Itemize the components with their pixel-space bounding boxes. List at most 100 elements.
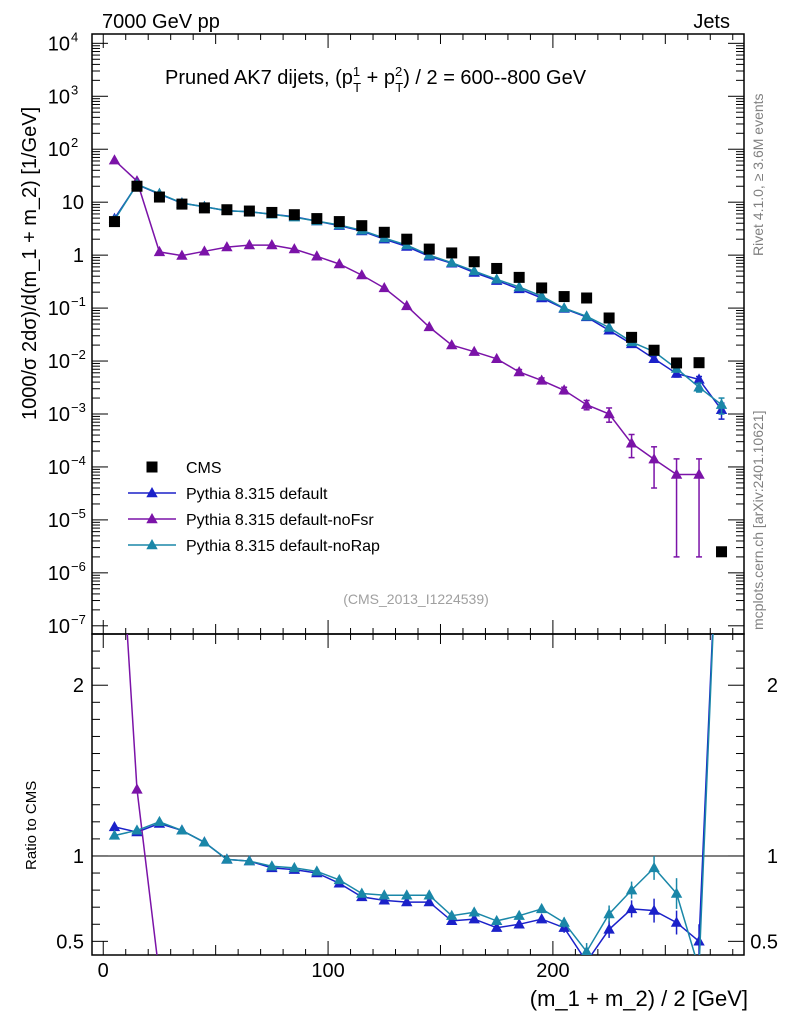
ratio-y-tick-label: 1 [73, 846, 84, 868]
marker-noRap [580, 310, 593, 321]
marker-noFsr [266, 239, 278, 250]
legend-marker [146, 513, 158, 524]
marker-noFsr [198, 245, 211, 256]
ratio-marker-noRap [581, 945, 592, 955]
ratio-marker-noRap [558, 916, 570, 927]
cms-marker [288, 209, 300, 221]
marker-noFsr [558, 384, 570, 395]
ratio-marker-default [693, 935, 705, 946]
marker-noFsr [490, 352, 503, 364]
ratio-marker-default [423, 896, 435, 907]
cms-marker [513, 271, 525, 283]
marker-noFsr [288, 243, 301, 254]
legend-marker [146, 539, 158, 550]
marker-noFsr [423, 320, 435, 332]
ratio-marker-noRap [490, 914, 503, 926]
y-tick-exponent: −7 [71, 612, 86, 627]
cms-marker [311, 213, 323, 225]
xlabel: (m_1 + m_2) / 2 [GeV] [530, 986, 748, 1011]
series-default [108, 178, 728, 420]
ratio-marker-noRap [311, 865, 323, 876]
marker-noRap [513, 281, 525, 292]
marker-noFsr [243, 239, 256, 250]
ratio-line-noRap [114, 634, 714, 955]
cms-marker [108, 216, 120, 228]
legend-label-default: Pythia 8.315 default [186, 486, 328, 503]
ratio-marker-noRap [535, 902, 548, 914]
legend-cms-marker [146, 461, 158, 473]
cms-marker [333, 216, 345, 228]
ratio-y-tick-label-right: 2 [767, 675, 778, 697]
ratio-line-default [114, 634, 714, 955]
marker-noFsr [356, 269, 368, 280]
ratio-marker-noRap [131, 824, 143, 835]
marker-noFsr [176, 249, 188, 260]
ratio-marker-noRap [108, 829, 121, 840]
analysis-watermark: (CMS_2013_I1224539) [343, 591, 489, 607]
cms-marker [131, 180, 143, 192]
ratio-marker-noRap [176, 824, 188, 835]
marker-noFsr [401, 299, 413, 311]
series-line-default [113, 183, 723, 411]
marker-noFsr [333, 258, 346, 269]
title-sup-1: 1 [353, 64, 360, 79]
marker-noRap [715, 398, 728, 409]
marker-noFsr [535, 374, 548, 385]
marker-noFsr [468, 345, 480, 356]
marker-noRap [446, 256, 458, 267]
ratio-y-tick-label-right: 0.5 [750, 931, 778, 953]
ratio-marker-noRap [266, 860, 278, 871]
legend-label-noFsr: Pythia 8.315 default-noFsr [186, 512, 374, 529]
cms-marker [176, 198, 188, 210]
marker-noRap [693, 381, 705, 392]
ratio-series-noRap [108, 634, 714, 955]
series-noRap [108, 178, 728, 415]
ratio-y-tick-label: 0.5 [56, 931, 84, 953]
ratio-marker-default [625, 902, 638, 914]
ratio-series-noFsr [126, 634, 158, 955]
series-cms [108, 180, 728, 558]
y-tick-label: 10 [48, 563, 70, 585]
y-tick-label: 10 [48, 86, 70, 108]
y-tick-exponent: 3 [71, 82, 78, 97]
y-tick-exponent: −6 [71, 559, 86, 574]
y-tick-label: 10 [48, 404, 70, 426]
marker-noFsr [513, 366, 525, 377]
legend-label-noRap: Pythia 8.315 default-noRap [186, 538, 380, 555]
y-tick-label: 10 [62, 192, 84, 214]
ratio-marker-noRap [625, 884, 638, 895]
y-tick-exponent: −4 [71, 453, 86, 468]
legend-item-noRap: Pythia 8.315 default-noRap [128, 538, 380, 555]
ratio-marker-default [490, 921, 503, 932]
ratio-marker-noRap [356, 887, 368, 898]
cms-marker [468, 256, 480, 268]
marker-default [648, 352, 660, 364]
ratio-marker-default [401, 896, 413, 907]
ratio-ylabel: Ratio to CMS [23, 781, 40, 870]
marker-noFsr [670, 468, 683, 479]
marker-noFsr [153, 245, 166, 257]
cms-marker [153, 191, 165, 203]
marker-noFsr [378, 281, 390, 293]
ratio-marker-noRap [378, 889, 390, 900]
title-sup-2: 2 [395, 64, 402, 79]
cms-marker [491, 262, 503, 274]
marker-noFsr [311, 250, 323, 261]
cms-marker [198, 202, 210, 214]
y-tick-label: 10 [48, 139, 70, 161]
ratio-marker-noRap [670, 887, 683, 898]
ratio-marker-noRap [243, 855, 256, 866]
ratio-series-default [108, 634, 714, 955]
marker-noFsr [221, 241, 233, 252]
ratio-marker-noRap [513, 909, 525, 920]
ratio-marker-noRap [603, 908, 615, 919]
marker-noFsr [625, 437, 638, 448]
cms-marker [221, 204, 233, 216]
ratio-marker-default [513, 918, 525, 929]
rivet-label: Rivet 4.1.0, ≥ 3.6M events [750, 93, 766, 256]
y-tick-label: 10 [48, 616, 70, 638]
x-tick-label: 200 [536, 960, 569, 982]
marker-noRap [603, 321, 615, 332]
ratio-marker-default [446, 914, 458, 926]
